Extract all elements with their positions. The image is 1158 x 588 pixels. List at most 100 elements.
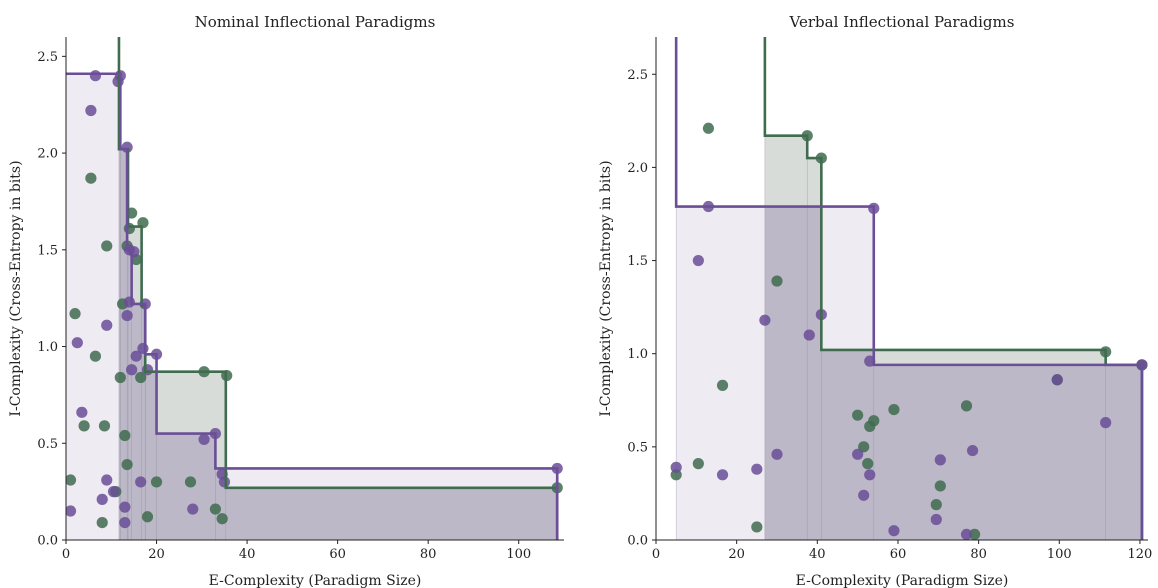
data-point [123, 222, 135, 235]
data-point [930, 499, 942, 511]
data-point [858, 441, 870, 453]
data-point [759, 314, 771, 326]
x-tick-label: 100 [506, 547, 531, 562]
data-point [968, 528, 981, 540]
data-point [187, 503, 199, 515]
data-point [930, 513, 942, 526]
plot-area [66, 37, 563, 540]
x-tick-label: 20 [728, 547, 745, 562]
y-tick-label: 2.0 [37, 147, 58, 162]
data-point [852, 409, 864, 421]
data-point [934, 454, 946, 466]
data-point [119, 501, 131, 513]
overlap-fill [118, 73, 558, 540]
data-point [66, 474, 77, 486]
y-tick-label: 1.0 [37, 340, 58, 355]
data-point [858, 489, 870, 501]
y-tick-label: 2.0 [627, 161, 648, 176]
y-tick-label: 2.5 [37, 50, 58, 65]
chart-title: Verbal Inflectional Paradigms [789, 13, 1015, 31]
data-point [130, 350, 142, 362]
x-axis-label: E-Complexity (Paradigm Size) [209, 573, 422, 588]
x-tick-label: 60 [329, 547, 346, 562]
data-point [101, 474, 113, 486]
data-point [864, 469, 876, 481]
y-axis-label: I-Complexity (Cross-Entropy in bits) [8, 160, 24, 416]
data-point [771, 275, 783, 287]
x-tick-label: 60 [890, 547, 907, 562]
data-point [135, 371, 147, 384]
plot-area [670, 37, 1148, 540]
data-point [960, 528, 973, 540]
y-tick-label: 0.0 [627, 534, 648, 549]
x-tick-label: 120 [1128, 547, 1153, 562]
data-point [888, 403, 900, 416]
frontier-line [674, 37, 1144, 540]
data-point [150, 476, 163, 488]
x-tick-label: 40 [239, 547, 256, 562]
data-point [121, 458, 133, 471]
data-point [803, 329, 815, 341]
data-point [888, 525, 900, 537]
data-point [98, 420, 111, 432]
data-point [862, 458, 874, 470]
data-point [209, 503, 221, 515]
data-point [66, 505, 77, 517]
data-point [101, 319, 113, 331]
y-tick-label: 0.5 [37, 437, 58, 452]
data-point [960, 400, 973, 412]
y-tick-label: 1.0 [627, 347, 648, 362]
data-point [751, 521, 763, 533]
verbal-panel: 0 20 40 60 80 100 120 0.0 0.5 1.0 1.5 2.0 2.5 Verbal … [598, 13, 1152, 588]
overlap-area [118, 73, 558, 540]
data-point [135, 476, 147, 488]
data-point [1051, 374, 1063, 386]
data-point [692, 458, 704, 470]
nominal-panel: 0 20 40 60 80 100 0.0 0.5 1.0 1.5 2.0 2.5 Nominal In… [8, 13, 564, 588]
x-tick-label: 100 [1047, 547, 1072, 562]
y-tick-label: 1.5 [627, 254, 648, 269]
x-tick-label: 80 [970, 547, 987, 562]
data-point [184, 476, 197, 488]
data-point [141, 511, 154, 523]
data-point [89, 70, 102, 82]
data-point [137, 342, 149, 355]
data-point [119, 429, 131, 442]
overlap-area [764, 37, 1142, 540]
y-tick-label: 1.5 [37, 243, 58, 258]
data-point [96, 493, 108, 505]
data-point [966, 444, 979, 457]
x-tick-label: 80 [420, 547, 437, 562]
data-point [751, 463, 763, 475]
x-tick-label: 0 [62, 547, 70, 562]
data-point [85, 172, 97, 184]
overlap-fill [764, 37, 1142, 540]
data-point [71, 337, 83, 349]
data-point [716, 379, 729, 391]
data-point [107, 486, 120, 498]
data-point [121, 309, 133, 322]
data-point [216, 513, 228, 525]
data-point [218, 476, 231, 488]
data-point [126, 364, 138, 376]
data-point [85, 104, 97, 117]
data-point [101, 240, 113, 252]
data-point [716, 469, 729, 481]
data-point [141, 364, 154, 376]
data-point [123, 296, 135, 308]
data-point [96, 516, 108, 529]
y-tick-label: 2.5 [627, 68, 648, 83]
data-point [89, 350, 102, 362]
y-tick-label: 0.0 [37, 534, 58, 549]
data-point [868, 415, 880, 427]
data-point [692, 254, 704, 267]
data-point [69, 308, 81, 320]
y-tick-label: 0.5 [627, 440, 648, 455]
x-tick-label: 0 [652, 547, 660, 562]
y-axis-label: I-Complexity (Cross-Entropy in bits) [598, 160, 614, 416]
data-point [114, 371, 126, 384]
data-point [702, 122, 715, 134]
data-point [934, 480, 946, 492]
data-point [670, 461, 682, 473]
